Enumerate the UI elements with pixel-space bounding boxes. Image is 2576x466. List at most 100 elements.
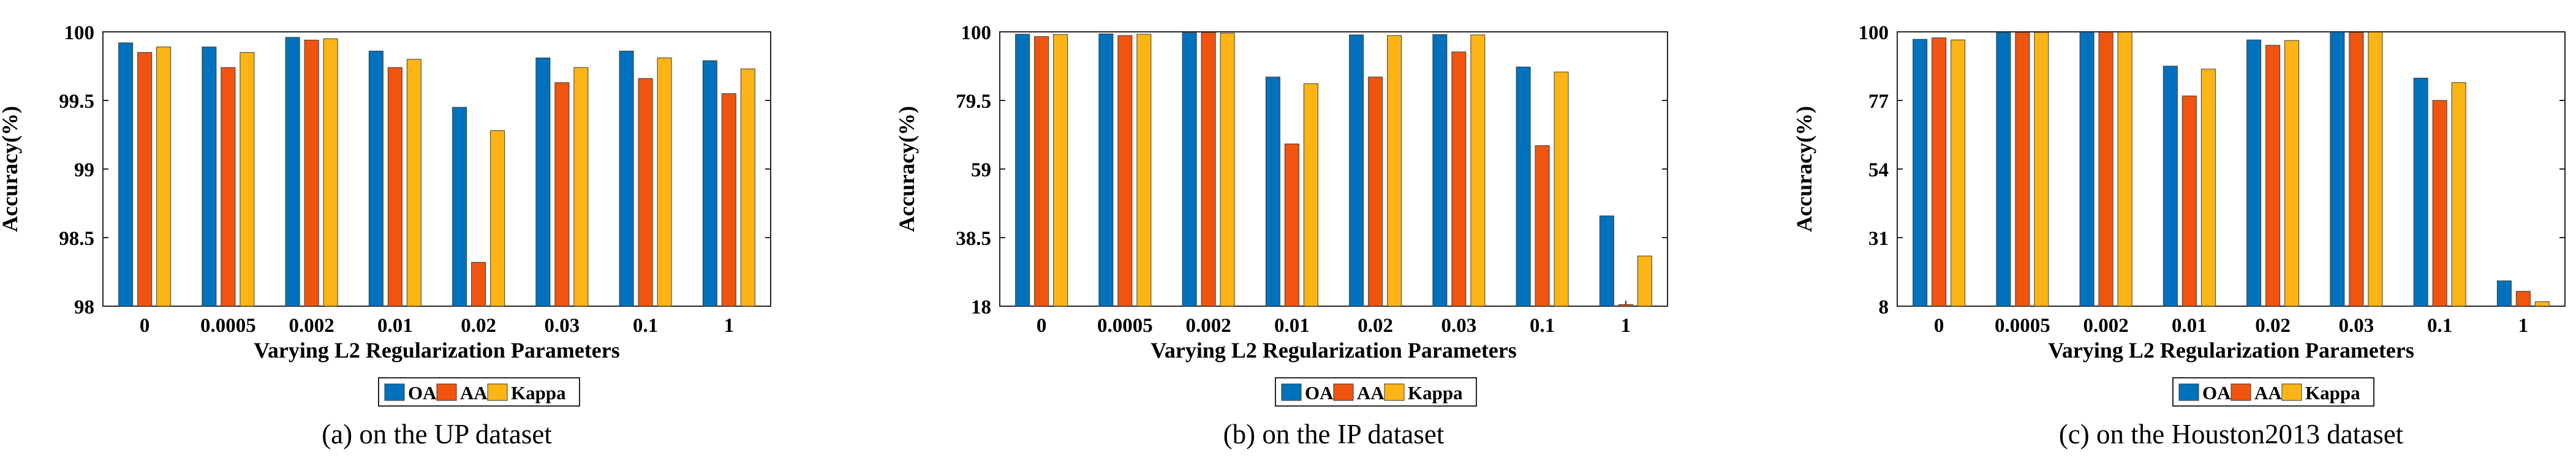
legend-label-oa: OA <box>408 382 437 404</box>
bar-aa-0.0005 <box>221 67 236 307</box>
legend-swatch-aa <box>2230 383 2251 401</box>
bar-kappa-0 <box>1053 34 1068 307</box>
bar-oa-0.1 <box>2413 77 2428 307</box>
x-tick-label: 0.01 <box>377 315 413 337</box>
bar-kappa-0.01 <box>2200 69 2216 307</box>
y-tick-label: 18 <box>971 296 991 318</box>
bar-kappa-0.03 <box>2368 31 2383 307</box>
legend-swatch-aa <box>1333 383 1354 401</box>
bar-oa-0.1 <box>619 50 634 307</box>
bar-oa-0.0005 <box>1996 32 2011 307</box>
legend: OA AA Kappa <box>2172 377 2374 407</box>
bar-aa-1 <box>1618 304 1633 307</box>
bar-oa-0.0005 <box>1098 33 1114 307</box>
bar-aa-0.01 <box>1284 143 1299 307</box>
legend-frame <box>1275 377 1477 407</box>
bar-oa-0.002 <box>285 37 300 307</box>
bar-oa-1 <box>702 60 717 307</box>
bar-aa-0.1 <box>638 78 653 307</box>
legend-swatch-kappa <box>2281 383 2302 401</box>
legend-swatch-kappa <box>1384 383 1405 401</box>
x-axis-label: Varying L2 Regularization Parameters <box>2048 338 2414 363</box>
bar-oa-0.01 <box>368 50 383 307</box>
bar-aa-0 <box>1034 36 1049 307</box>
bar-kappa-0.002 <box>1220 32 1235 307</box>
y-tick-label: 77 <box>1868 91 1889 113</box>
legend-frame <box>2172 377 2374 407</box>
y-tick-label: 38.5 <box>956 228 991 250</box>
legend-label-aa: AA <box>460 382 488 404</box>
bar-oa-0.1 <box>1516 66 1531 307</box>
legend: OA AA Kappa <box>1275 377 1477 407</box>
bar-oa-0.02 <box>2246 39 2262 307</box>
bar-oa-0.002 <box>1182 32 1197 307</box>
x-tick-label: 0.01 <box>1274 315 1310 337</box>
figure-caption: (b) on the IP dataset <box>1223 419 1445 449</box>
bar-oa-0 <box>118 42 134 307</box>
chart-panel-2: 8 31 54 77 100 Accuracy(%) 0 0.0005 0.002 0.01 0.0… <box>1792 22 2566 449</box>
bar-aa-0.02 <box>2265 45 2281 307</box>
bar-kappa-0.03 <box>1470 34 1486 307</box>
bar-oa-0.002 <box>2079 31 2094 307</box>
bar-kappa-0.03 <box>573 67 589 307</box>
bar-aa-1 <box>2515 291 2531 307</box>
x-tick-label: 0 <box>1934 315 1944 337</box>
bar-kappa-0.02 <box>490 130 505 307</box>
bar-oa-1 <box>1599 215 1614 307</box>
y-tick-label: 31 <box>1868 228 1889 250</box>
bar-kappa-0 <box>1951 39 1966 307</box>
chart-panel-1: 18 38.5 59 79.5 100 Accuracy(%) 0 0.0005 0.002 0.… <box>894 22 1668 449</box>
bar-kappa-0.1 <box>2451 82 2466 307</box>
y-tick-label: 98 <box>74 296 94 318</box>
legend-swatch-oa <box>384 383 405 401</box>
bar-kappa-0.1 <box>657 58 672 307</box>
bar-kappa-1 <box>2534 301 2550 307</box>
x-tick-label: 0.02 <box>2255 315 2291 337</box>
bar-kappa-1 <box>740 68 755 307</box>
bar-aa-0.0005 <box>2015 32 2030 307</box>
bar-kappa-0.002 <box>2117 31 2132 307</box>
legend-label-aa: AA <box>2254 382 2282 404</box>
x-axis-label: Varying L2 Regularization Parameters <box>1150 338 1517 363</box>
bar-kappa-0.1 <box>1554 72 1569 307</box>
bar-kappa-0 <box>156 47 172 307</box>
x-tick-label: 0.03 <box>2339 315 2374 337</box>
x-tick-label: 0.1 <box>633 315 658 337</box>
legend-label-kappa: Kappa <box>1408 382 1463 404</box>
bar-oa-0 <box>1913 39 1928 307</box>
x-tick-label: 0.02 <box>461 315 496 337</box>
bar-aa-0.002 <box>304 39 319 307</box>
bar-aa-0.01 <box>387 67 402 307</box>
legend-label-oa: OA <box>2202 382 2231 404</box>
bar-kappa-0.0005 <box>240 52 255 307</box>
y-tick-label: 99.5 <box>59 91 94 113</box>
bar-kappa-0.0005 <box>1136 34 1152 307</box>
y-tick-label: 98.5 <box>59 228 94 250</box>
x-tick-label: 0.002 <box>2083 315 2129 337</box>
legend: OA AA Kappa <box>378 377 580 407</box>
x-tick-label: 0.0005 <box>1995 315 2050 337</box>
bar-kappa-0.02 <box>2284 40 2300 307</box>
x-tick-label: 0 <box>1037 315 1047 337</box>
y-axis-label: Accuracy(%) <box>0 106 22 232</box>
x-tick-label: 0.0005 <box>1097 315 1153 337</box>
legend-label-aa: AA <box>1357 382 1384 404</box>
bar-aa-0.1 <box>2432 100 2447 307</box>
bar-aa-0 <box>137 52 153 307</box>
bar-oa-0.03 <box>2330 31 2345 307</box>
legend-label-oa: OA <box>1305 382 1334 404</box>
bar-oa-0.01 <box>2162 66 2178 307</box>
x-tick-label: 0.1 <box>2427 315 2452 337</box>
bar-kappa-0.002 <box>323 38 338 307</box>
y-tick-label: 8 <box>1879 296 1889 318</box>
x-tick-label: 1 <box>1621 315 1631 337</box>
legend-swatch-kappa <box>487 383 508 401</box>
y-tick-label: 100 <box>64 22 95 44</box>
bar-oa-0.03 <box>535 58 551 307</box>
bar-kappa-0.02 <box>1387 35 1402 307</box>
legend-swatch-oa <box>1281 383 1302 401</box>
figure-caption: (c) on the Houston2013 dataset <box>2059 419 2404 449</box>
x-tick-label: 0.002 <box>1186 315 1231 337</box>
y-tick-label: 79.5 <box>956 91 991 113</box>
